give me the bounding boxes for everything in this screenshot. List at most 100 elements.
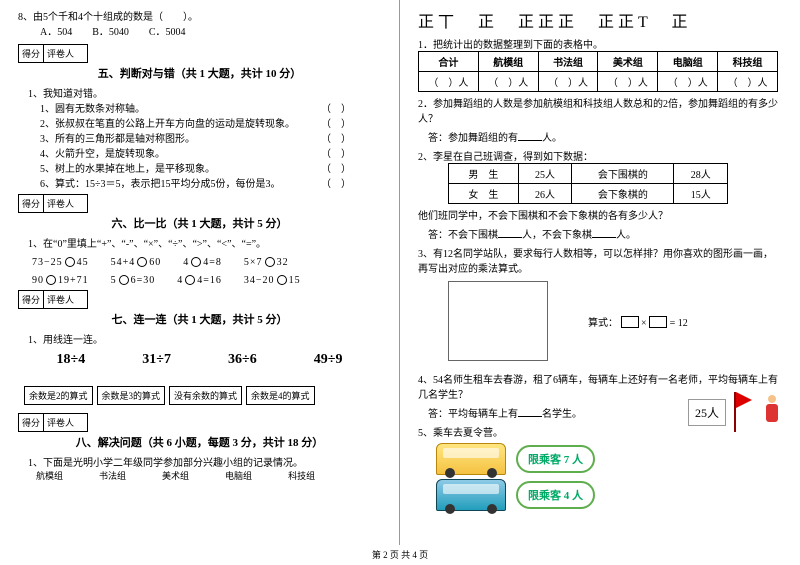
survey-table: 男 生 25人 会下围棋的 28人 女 生 26人 会下象棋的 15人 [448, 163, 728, 204]
equals-12: = 12 [670, 318, 688, 329]
expr: 31÷7 [142, 352, 171, 368]
times-sign: × [641, 318, 649, 329]
page-footer: 第 2 页 共 4 页 [0, 548, 800, 561]
score-label: 得分 [19, 414, 44, 431]
judge-item: 1、圆有无数条对称轴。 [40, 100, 145, 115]
group: 书法组 [99, 469, 126, 482]
answer-2[interactable]: 答：参加舞蹈组的有人。 [418, 129, 782, 144]
judge-item: 3、所有的三角形都是轴对称图形。 [40, 130, 195, 145]
bus-yellow-icon [436, 443, 506, 475]
td: 15人 [674, 184, 728, 204]
td[interactable]: （ ）人 [478, 72, 538, 92]
people-count: 25人 [688, 399, 726, 426]
bus-blue-icon [436, 479, 506, 511]
guide-icon [762, 395, 782, 429]
grader-label: 评卷人 [44, 414, 77, 431]
grader-label: 评卷人 [44, 45, 77, 62]
score-box: 得分 评卷人 [18, 290, 88, 309]
judge-item: 5、树上的水果掉在地上，是平移现象。 [40, 160, 215, 175]
question-8: 8、由5个千和4个十组成的数是（ ）。 A．504 B．5040 C．5004 [18, 8, 381, 38]
expr: 36÷6 [228, 352, 257, 368]
blank-paren[interactable]: （ ） [321, 115, 351, 130]
blank-paren[interactable]: （ ） [321, 100, 351, 115]
connect-expressions[interactable]: 18÷4 31÷7 36÷6 49÷9 [18, 352, 381, 368]
rem-box: 余数是2的算式 [24, 386, 93, 405]
td: 25人 [518, 164, 572, 184]
group: 航模组 [36, 469, 63, 482]
score-label: 得分 [19, 291, 44, 308]
td[interactable]: （ ）人 [538, 72, 598, 92]
group: 电脑组 [225, 469, 252, 482]
td[interactable]: （ ）人 [419, 72, 479, 92]
expr: 49÷9 [314, 352, 343, 368]
q2b-question: 他们班同学中，不会下围棋和不会下象棋的各有多少人？ [418, 207, 782, 222]
q2b-text: 2、李星在自己班调查，得到如下数据： [418, 148, 782, 163]
sec6-lead: 1、在“0”里填上“+”、“-”、“×”、“÷”、“>”、“<”、“=”。 [18, 235, 381, 250]
grader-label: 评卷人 [44, 291, 77, 308]
th: 美术组 [598, 52, 658, 72]
formula[interactable]: 算式： × = 12 [588, 314, 688, 329]
score-label: 得分 [19, 195, 44, 212]
score-label: 得分 [19, 45, 44, 62]
section-6-title: 六、比一比（共 1 大题，共计 5 分） [18, 215, 381, 231]
th: 科技组 [718, 52, 778, 72]
bus1-capacity: 限乘客 7 人 [516, 445, 595, 473]
judge-item: 2、张叔叔在笔直的公路上开车方向盘的运动是旋转现象。 [40, 115, 295, 130]
stats-table[interactable]: 合计 航模组 书法组 美术组 电脑组 科技组 （ ）人 （ ）人 （ ）人 （ … [418, 51, 778, 92]
sec8-lead: 1、下面是光明小学二年级同学参加部分兴趣小组的记录情况。 [18, 454, 381, 469]
blank-paren[interactable]: （ ） [321, 160, 351, 175]
score-box: 得分 评卷人 [18, 44, 88, 63]
group: 科技组 [288, 469, 315, 482]
bus-row-2: 限乘客 4 人 [418, 479, 782, 511]
q3-text: 3、有12名同学站队，要求每行人数相等，可以怎样排？用你喜欢的图形画一画，再写出… [418, 245, 782, 275]
remainder-boxes[interactable]: 余数是2的算式 余数是3的算式 没有余数的算式 余数是4的算式 [18, 386, 381, 405]
td: 28人 [674, 164, 728, 184]
section-8-title: 八、解决问题（共 6 小题，每题 3 分，共计 18 分） [18, 434, 381, 450]
section-7-title: 七、连一连（共 1 大题，共计 5 分） [18, 311, 381, 327]
blank-paren[interactable]: （ ） [321, 145, 351, 160]
group: 美术组 [162, 469, 189, 482]
group-names: 航模组 书法组 美术组 电脑组 科技组 [18, 469, 381, 482]
compare-row-2[interactable]: 9019+71 56=30 44=16 34−2015 [18, 271, 381, 286]
bus2-capacity: 限乘客 4 人 [516, 481, 595, 509]
th: 书法组 [538, 52, 598, 72]
blank-paren[interactable]: （ ） [321, 175, 351, 190]
q2-text: 2．参加舞蹈组的人数是参加航模组和科技组人数总和的2倍，参加舞蹈组的有多少人？ [418, 95, 782, 125]
td: 会下围棋的 [572, 164, 674, 184]
td: 26人 [518, 184, 572, 204]
people-group: 25人 [688, 392, 782, 432]
judge-item: 4、火箭升空，是旋转现象。 [40, 145, 165, 160]
section-5-title: 五、判断对与错（共 1 大题，共计 10 分） [18, 65, 381, 81]
judge-item: 6、算式：15÷3＝5，表示把15平均分成5份，每份是3。 [40, 175, 281, 190]
answer-2b[interactable]: 答：不会下围棋人，不会下象棋人。 [418, 226, 782, 241]
th: 电脑组 [658, 52, 718, 72]
grader-label: 评卷人 [44, 195, 77, 212]
tally-marks: 正丅 正 正正正 正正T 正 [418, 8, 782, 32]
input-box[interactable] [649, 316, 667, 328]
td: 会下象棋的 [572, 184, 674, 204]
input-box[interactable] [621, 316, 639, 328]
th: 合计 [419, 52, 479, 72]
rem-box: 余数是4的算式 [246, 386, 315, 405]
q8-text: 8、由5个千和4个十组成的数是（ ）。 [18, 8, 381, 23]
td[interactable]: （ ）人 [658, 72, 718, 92]
th: 航模组 [478, 52, 538, 72]
rem-box: 余数是3的算式 [97, 386, 166, 405]
expr: 18÷4 [57, 352, 86, 368]
q8-options: A．504 B．5040 C．5004 [18, 23, 381, 38]
score-box: 得分 评卷人 [18, 194, 88, 213]
bus-row-1: 限乘客 7 人 [418, 443, 782, 475]
q1-text: 1．把统计出的数据整理到下面的表格中。 [418, 36, 782, 51]
score-box: 得分 评卷人 [18, 413, 88, 432]
compare-row-1[interactable]: 73−2545 54+460 44=8 5×732 [18, 253, 381, 268]
td[interactable]: （ ）人 [598, 72, 658, 92]
flag-icon [732, 392, 756, 432]
sec7-lead: 1、用线连一连。 [18, 331, 381, 346]
rem-box: 没有余数的算式 [169, 386, 242, 405]
blank-paren[interactable]: （ ） [321, 130, 351, 145]
td[interactable]: （ ）人 [718, 72, 778, 92]
td: 女 生 [449, 184, 519, 204]
formula-label: 算式： [588, 318, 618, 329]
sec5-lead: 1、我知道对错。 [18, 85, 381, 100]
drawing-box[interactable] [448, 281, 548, 361]
